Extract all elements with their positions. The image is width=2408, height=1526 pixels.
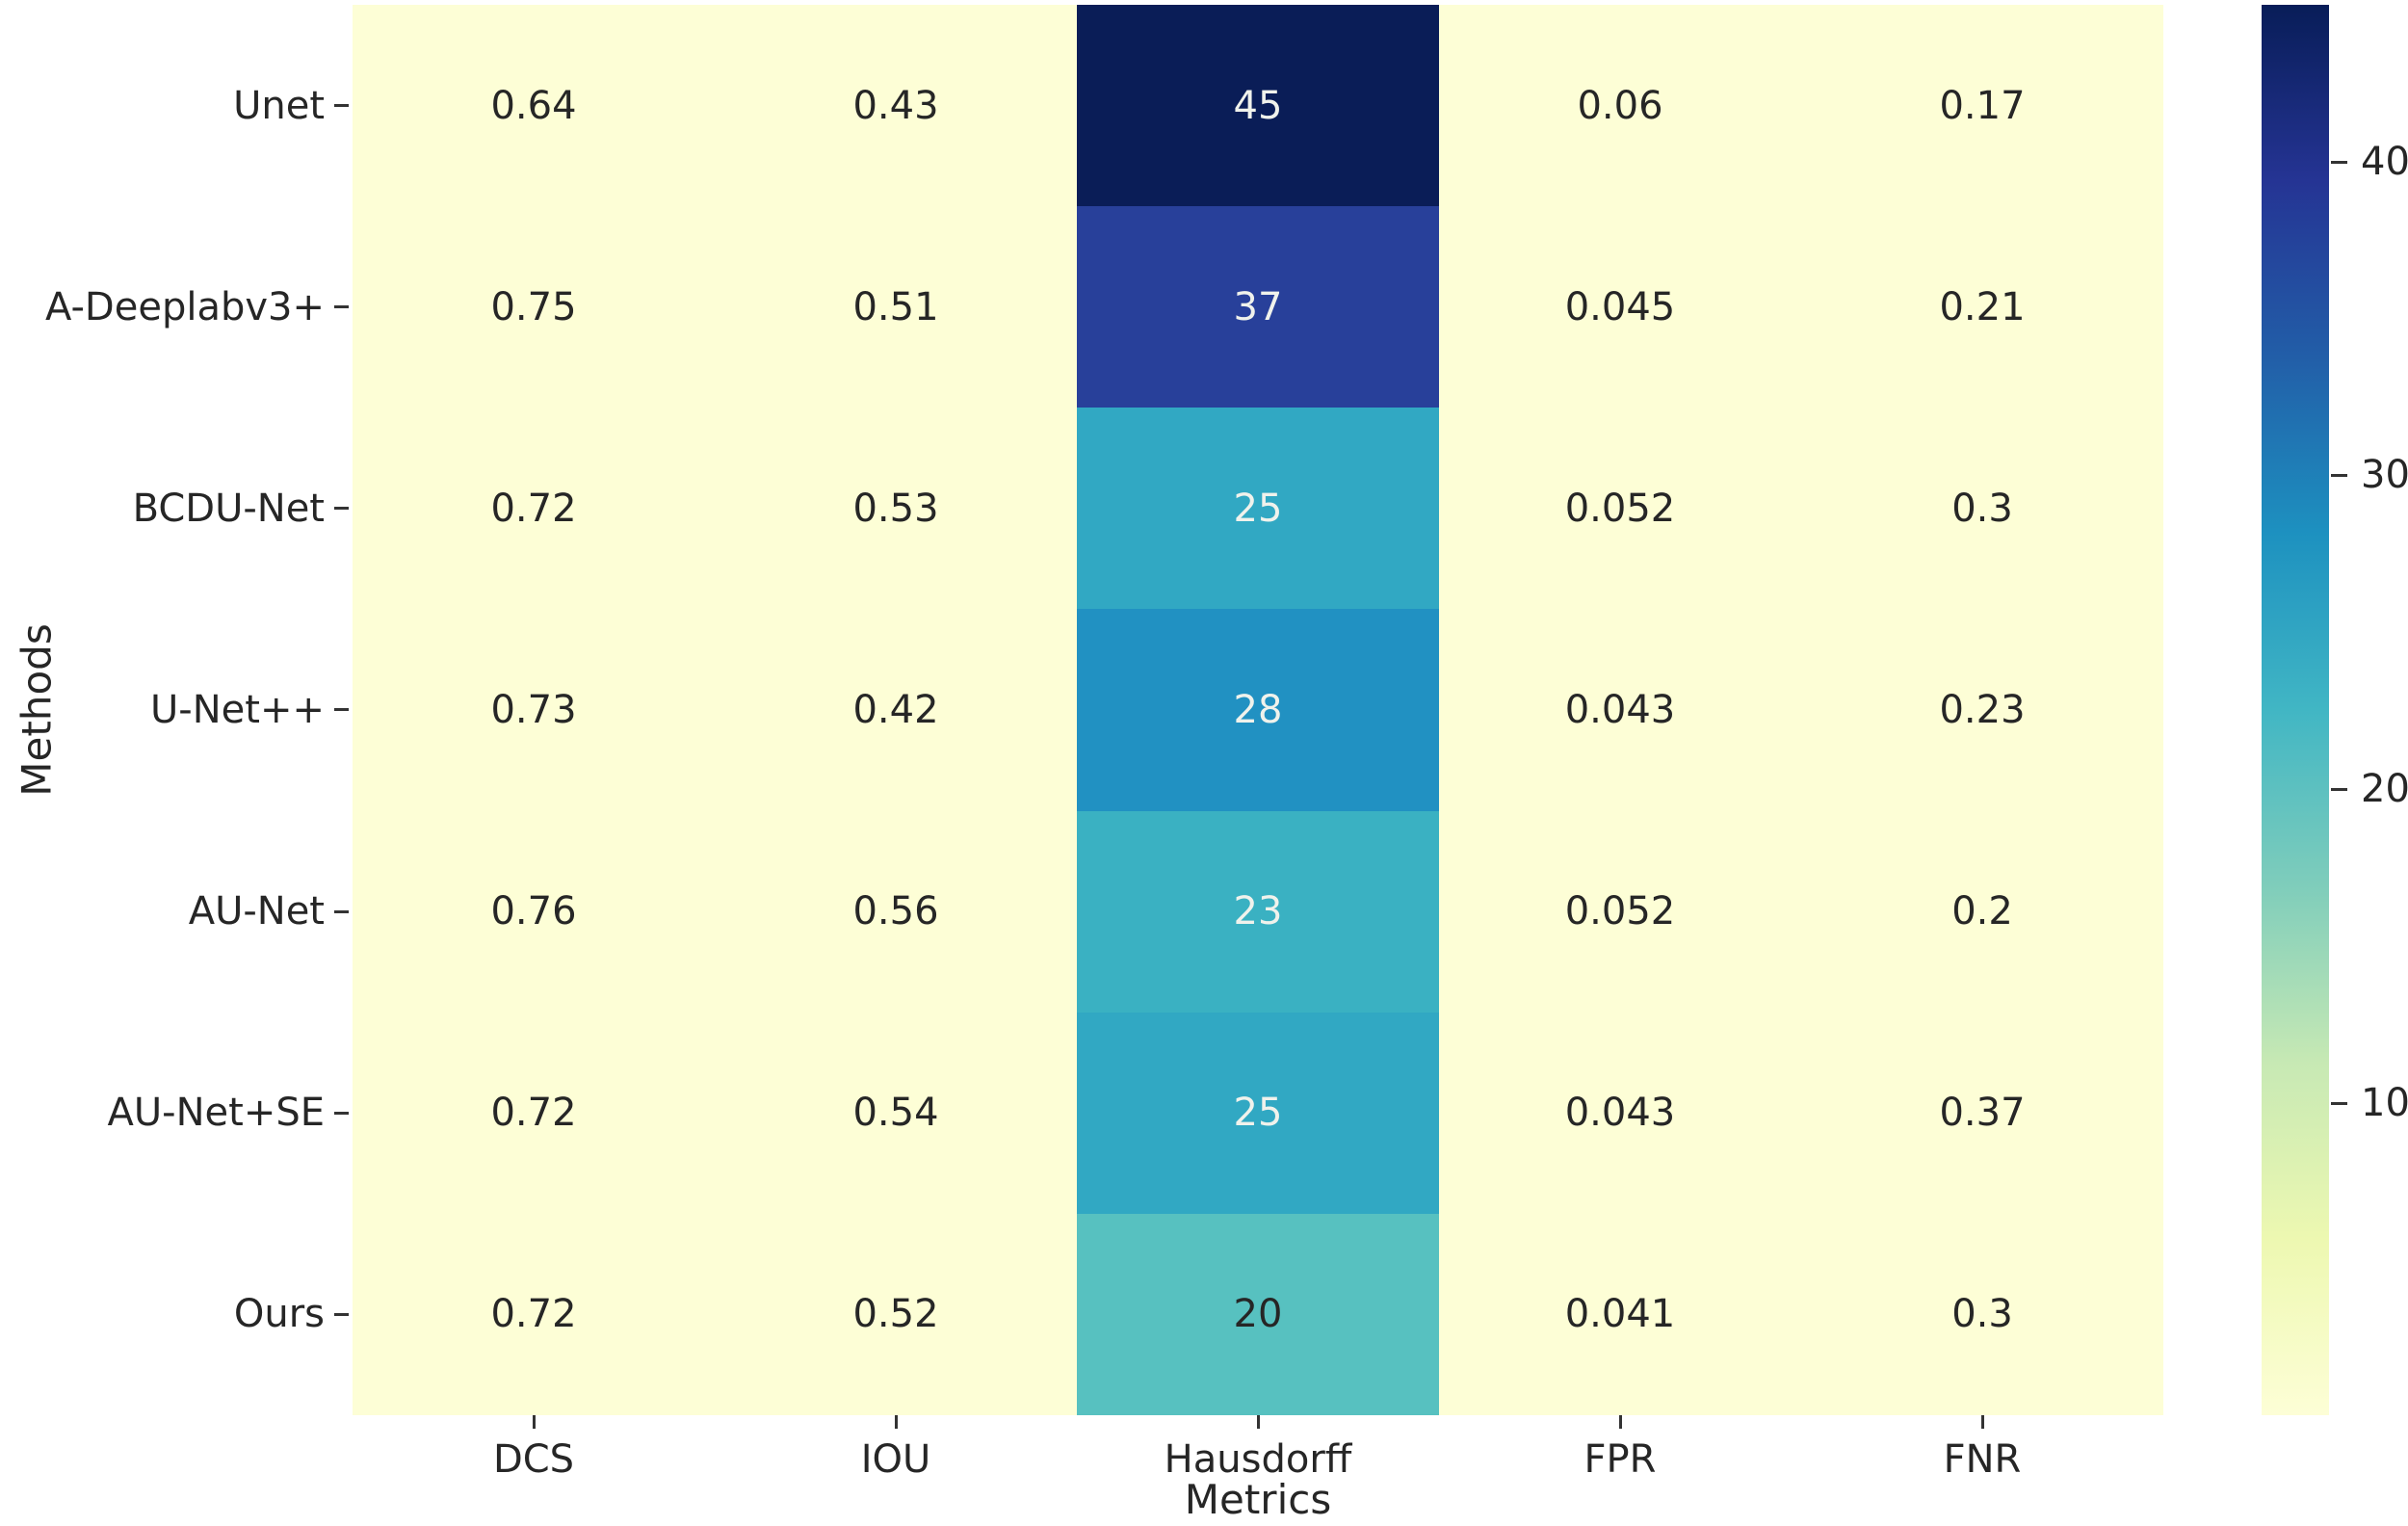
- y-tick-mark: [334, 305, 349, 309]
- heatmap-cell: 0.54: [715, 1012, 1077, 1214]
- heatmap-cell: 28: [1077, 609, 1439, 811]
- x-tick-label: DCS: [492, 1437, 575, 1482]
- heatmap-cell: 25: [1077, 408, 1439, 610]
- heatmap-cell: 0.43: [715, 5, 1077, 207]
- heatmap-cell: 0.75: [353, 206, 715, 408]
- heatmap-cell: 0.56: [715, 810, 1077, 1013]
- colorbar-gradient: [2262, 5, 2329, 1415]
- heatmap-cell: 0.2: [1801, 810, 2163, 1013]
- colorbar-tick-mark: [2331, 1101, 2347, 1105]
- heatmap-cell: 0.72: [353, 408, 715, 610]
- heatmap-cell: 0.53: [715, 408, 1077, 610]
- y-tick: A-Deeplabv3+: [0, 206, 349, 408]
- heatmap-cell: 0.045: [1439, 206, 1801, 408]
- y-tick-label: BCDU-Net: [132, 486, 325, 531]
- heatmap-cell: 0.64: [353, 5, 715, 207]
- heatmap-cell: 0.041: [1439, 1213, 1801, 1415]
- heatmap-grid: 0.64 0.43 45 0.06 0.17 0.75 0.51 37 0.045 0.21 0.7…: [353, 5, 2163, 1415]
- colorbar-axis: 40 30 20 10: [2331, 5, 2408, 1415]
- x-tick-mark: [1256, 1415, 1260, 1429]
- heatmap-cell: 0.37: [1801, 1012, 2163, 1214]
- colorbar-tick: 30: [2331, 453, 2408, 497]
- y-tick-mark: [334, 909, 349, 913]
- y-tick: AU-Net: [0, 811, 349, 1013]
- x-axis-title: Metrics: [1184, 1476, 1332, 1523]
- y-tick-mark: [334, 507, 349, 511]
- heatmap-cell: 20: [1077, 1213, 1439, 1415]
- heatmap-cell: 23: [1077, 810, 1439, 1013]
- y-tick-mark: [334, 708, 349, 712]
- x-tick: IOU: [715, 1415, 1077, 1482]
- x-tick-mark: [532, 1415, 536, 1429]
- heatmap-cell: 0.3: [1801, 1213, 2163, 1415]
- x-tick-label: FNR: [1943, 1437, 2022, 1482]
- colorbar-tick-mark: [2331, 473, 2347, 477]
- colorbar-tick: 10: [2331, 1081, 2408, 1125]
- heatmap-cell: 0.043: [1439, 609, 1801, 811]
- heatmap-cell: 0.72: [353, 1213, 715, 1415]
- colorbar-tick: 20: [2331, 767, 2408, 811]
- colorbar-tick-mark: [2331, 787, 2347, 791]
- y-tick-label: U-Net++: [150, 687, 325, 732]
- heatmap-cell: 0.72: [353, 1012, 715, 1214]
- y-tick: Unet: [0, 5, 349, 206]
- x-tick: FNR: [1801, 1415, 2163, 1482]
- x-axis: DCS IOU Hausdorff FPR FNR: [353, 1415, 2163, 1482]
- heatmap-cell: 0.043: [1439, 1012, 1801, 1214]
- heatmap-cell: 0.21: [1801, 206, 2163, 408]
- y-tick: BCDU-Net: [0, 408, 349, 609]
- y-tick-mark: [334, 104, 349, 108]
- heatmap-cell: 0.42: [715, 609, 1077, 811]
- heatmap-cell: 0.052: [1439, 810, 1801, 1013]
- x-tick: Hausdorff: [1077, 1415, 1439, 1482]
- x-tick-label: Hausdorff: [1164, 1437, 1352, 1482]
- heatmap-cell: 37: [1077, 206, 1439, 408]
- x-tick-label: FPR: [1584, 1437, 1657, 1482]
- x-tick-label: IOU: [860, 1437, 931, 1482]
- heatmap-cell: 0.3: [1801, 408, 2163, 610]
- heatmap-cell: 0.052: [1439, 408, 1801, 610]
- y-tick-mark: [334, 1111, 349, 1115]
- x-tick-mark: [1618, 1415, 1622, 1429]
- y-tick: U-Net++: [0, 609, 349, 810]
- x-tick: FPR: [1439, 1415, 1801, 1482]
- y-tick-label: AU-Net+SE: [107, 1091, 325, 1136]
- heatmap-cell: 0.76: [353, 810, 715, 1013]
- y-tick: AU-Net+SE: [0, 1013, 349, 1214]
- colorbar-tick-label: 10: [2361, 1081, 2408, 1125]
- colorbar-tick-label: 40: [2361, 140, 2408, 184]
- heatmap-cell: 0.23: [1801, 609, 2163, 811]
- x-tick: DCS: [353, 1415, 715, 1482]
- heatmap-cell: 45: [1077, 5, 1439, 207]
- heatmap-cell: 0.52: [715, 1213, 1077, 1415]
- y-tick: Ours: [0, 1214, 349, 1415]
- heatmap-cell: 0.06: [1439, 5, 1801, 207]
- y-tick-mark: [334, 1312, 349, 1316]
- colorbar-tick-label: 20: [2361, 767, 2408, 811]
- colorbar-tick: 40: [2331, 140, 2408, 184]
- y-tick-label: A-Deeplabv3+: [45, 284, 325, 329]
- colorbar-tick-mark: [2331, 160, 2347, 164]
- heatmap-cell: 25: [1077, 1012, 1439, 1214]
- x-tick-mark: [1980, 1415, 1984, 1429]
- y-tick-label: Ours: [233, 1292, 325, 1337]
- heatmap-cell: 0.17: [1801, 5, 2163, 207]
- heatmap-cell: 0.51: [715, 206, 1077, 408]
- heatmap-cell: 0.73: [353, 609, 715, 811]
- x-tick-mark: [894, 1415, 898, 1429]
- y-tick-label: Unet: [233, 83, 325, 128]
- colorbar-tick-label: 30: [2361, 453, 2408, 497]
- y-tick-label: AU-Net: [188, 889, 325, 934]
- y-axis: Unet A-Deeplabv3+ BCDU-Net U-Net++ AU-Net AU-…: [0, 5, 349, 1415]
